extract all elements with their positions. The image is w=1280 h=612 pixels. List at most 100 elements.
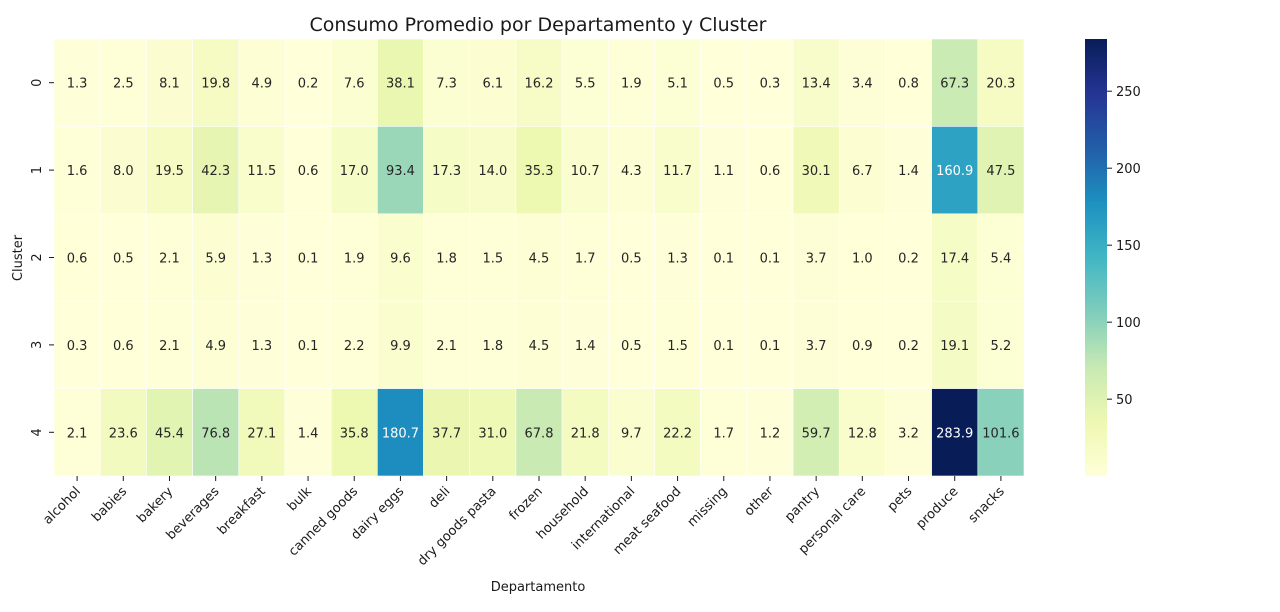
heatmap-cell: [192, 388, 240, 477]
cell-value-label: 0.8: [898, 77, 919, 92]
cell-value-label: 20.3: [986, 77, 1015, 92]
heatmap-cell: [885, 300, 932, 389]
heatmap-cell: [700, 38, 748, 127]
heatmap-cell: [284, 300, 332, 389]
x-tick-label: babies: [89, 484, 130, 525]
cell-value-label: 4.3: [621, 164, 642, 179]
cell-value-label: 1.8: [482, 339, 503, 354]
cell-value-label: 1.9: [621, 77, 642, 92]
cell-value-label: 9.6: [390, 252, 411, 267]
cell-value-label: 3.7: [806, 339, 827, 354]
heatmap-cell: [53, 388, 101, 477]
x-tick-label: alcohol: [40, 484, 83, 527]
heatmap-cell: [238, 38, 286, 127]
cell-value-label: 1.7: [713, 426, 734, 441]
cell-value-label: 93.4: [386, 164, 415, 179]
heatmap-cell: [377, 126, 424, 215]
cell-value-label: 8.1: [159, 77, 180, 92]
cell-value-label: 9.9: [390, 339, 411, 354]
y-tick-label: 3: [30, 341, 45, 349]
heatmap-cell: [146, 213, 193, 302]
cell-value-label: 0.5: [621, 339, 642, 354]
cell-value-label: 4.9: [205, 339, 226, 354]
heatmap-cell: [700, 300, 748, 389]
cell-value-label: 12.8: [848, 426, 877, 441]
cell-value-label: 1.3: [667, 252, 688, 267]
cell-value-label: 6.1: [482, 77, 503, 92]
cell-value-label: 2.1: [159, 339, 180, 354]
cell-value-label: 1.8: [436, 252, 457, 267]
heatmap-cell: [99, 38, 147, 127]
heatmap-cell: [99, 126, 147, 215]
cell-value-label: 0.5: [113, 252, 134, 267]
heatmap-cell: [607, 300, 655, 389]
cell-value-label: 0.2: [298, 77, 319, 92]
cell-value-label: 0.9: [852, 339, 873, 354]
heatmap-cell: [53, 213, 101, 302]
heatmap-cell: [700, 126, 748, 215]
heatmap-cell: [746, 300, 794, 389]
cell-value-label: 4.5: [529, 339, 550, 354]
x-tick-label: missing: [685, 484, 731, 530]
cell-value-label: 45.4: [155, 426, 184, 441]
heatmap-cell: [885, 213, 932, 302]
cell-value-label: 2.2: [344, 339, 365, 354]
heatmap-cell: [469, 38, 517, 127]
cell-value-label: 0.6: [760, 164, 781, 179]
cell-value-label: 2.1: [436, 339, 457, 354]
cell-value-label: 19.8: [201, 77, 230, 92]
heatmap-cell: [377, 38, 424, 127]
heatmap-cell: [700, 213, 748, 302]
y-tick-label: 0: [30, 79, 45, 87]
heatmap-cell: [931, 300, 979, 389]
cell-value-label: 5.4: [991, 252, 1012, 267]
colorbar: [1085, 39, 1107, 476]
cell-value-label: 3.7: [806, 252, 827, 267]
cell-value-label: 5.9: [205, 252, 226, 267]
colorbar-ticks: 50 100 150 200 250: [1107, 85, 1141, 408]
cell-value-label: 1.6: [67, 164, 88, 179]
colorbar-tick-label: 150: [1116, 239, 1141, 254]
cell-value-label: 5.5: [575, 77, 596, 92]
colorbar-tick-label: 50: [1116, 393, 1133, 408]
cell-value-label: 1.4: [575, 339, 596, 354]
cell-value-label: 11.7: [663, 164, 692, 179]
cell-value-label: 3.4: [852, 77, 873, 92]
cell-value-label: 5.1: [667, 77, 688, 92]
cell-value-label: 37.7: [432, 426, 461, 441]
cell-value-label: 31.0: [478, 426, 507, 441]
cell-value-label: 1.7: [575, 252, 596, 267]
heatmap-cell: [931, 388, 979, 477]
cell-value-label: 5.2: [991, 339, 1012, 354]
cell-value-label: 3.2: [898, 426, 919, 441]
cell-value-label: 11.5: [247, 164, 276, 179]
cell-value-label: 22.2: [663, 426, 692, 441]
cell-value-label: 42.3: [201, 164, 230, 179]
heatmap-cell: [654, 38, 701, 127]
cell-value-label: 35.3: [525, 164, 554, 179]
heatmap-cell: [792, 213, 840, 302]
cell-value-label: 2.1: [159, 252, 180, 267]
cell-value-label: 1.5: [667, 339, 688, 354]
cell-value-label: 1.3: [67, 77, 88, 92]
heatmap-cell: [377, 388, 424, 477]
heatmap-cell: [330, 388, 378, 477]
heatmap-cell: [284, 213, 332, 302]
cell-value-label: 19.1: [940, 339, 969, 354]
heatmap-cell: [192, 213, 240, 302]
heatmap-cell: [238, 213, 286, 302]
cell-value-label: 76.8: [201, 426, 230, 441]
cell-value-label: 19.5: [155, 164, 184, 179]
cell-value-label: 47.5: [986, 164, 1015, 179]
heatmap-cell: [885, 126, 932, 215]
x-tick-label: dry goods pasta: [415, 484, 500, 569]
cell-value-label: 0.1: [713, 252, 734, 267]
heatmap-cell: [423, 300, 471, 389]
heatmap-cell: [977, 126, 1025, 215]
colorbar-tick-label: 100: [1116, 316, 1141, 331]
cell-value-label: 1.9: [344, 252, 365, 267]
cell-value-label: 4.9: [252, 77, 273, 92]
cell-value-label: 16.2: [525, 77, 554, 92]
heatmap-cell: [330, 126, 378, 215]
heatmap-cell: [423, 213, 471, 302]
